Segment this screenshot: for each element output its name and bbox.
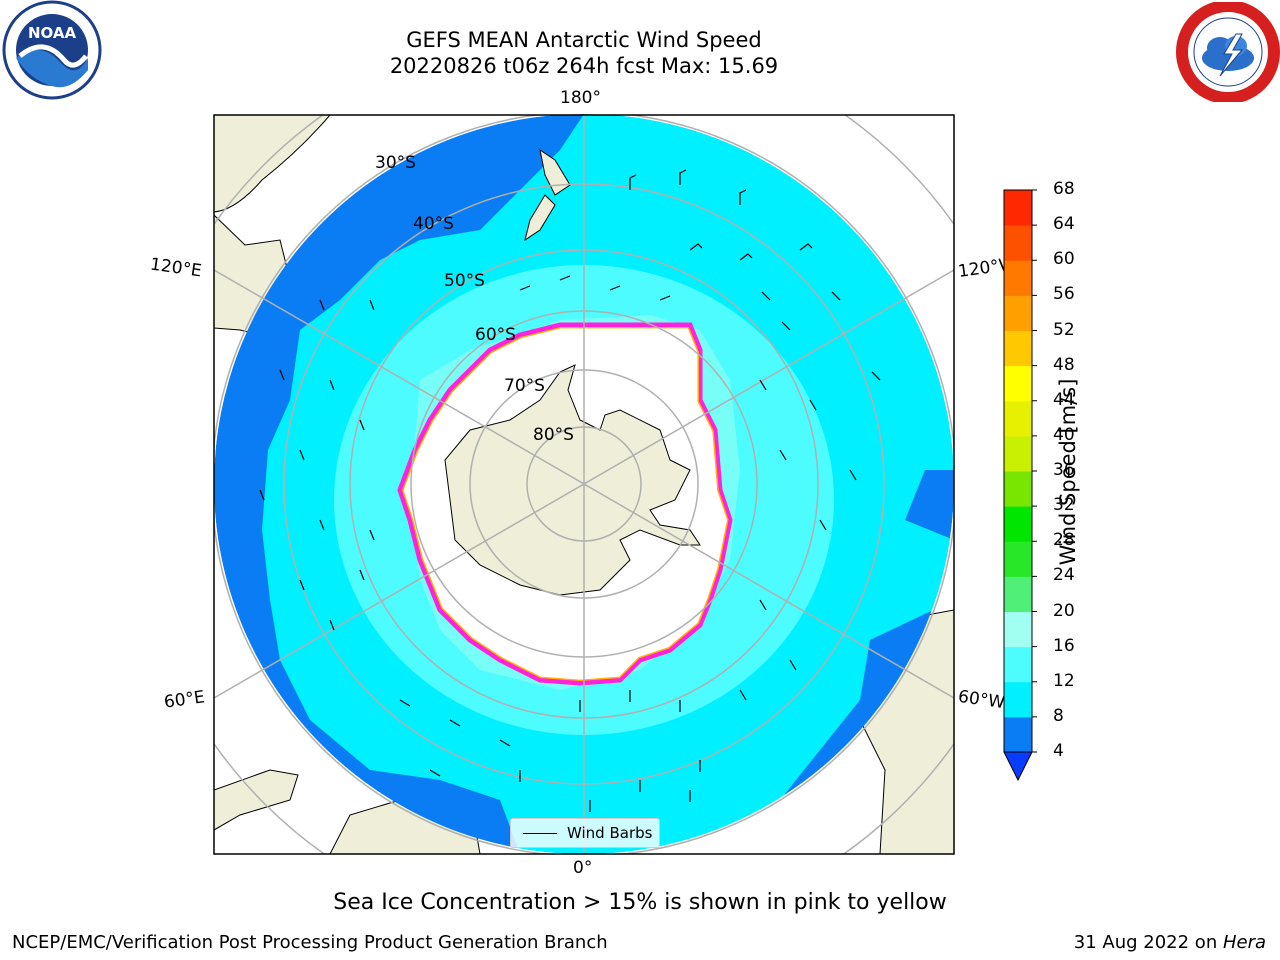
chart-subtitle: 20220826 t06z 264h fcst Max: 15.69	[389, 54, 779, 78]
colorbar-tick-label: 12	[1053, 670, 1075, 691]
noaa-logo: NOAA	[2, 0, 102, 100]
colorbar-tick-label: 8	[1053, 705, 1064, 726]
colorbar-under-triangle	[1003, 751, 1033, 782]
colorbar-tick-label: 44	[1053, 389, 1075, 410]
colorbar-segment	[1004, 541, 1032, 577]
colorbar-tick-label: 60	[1053, 249, 1075, 270]
colorbar-tick-label: 64	[1053, 214, 1075, 235]
lat-label-80s: 80°S	[533, 425, 574, 445]
footer-date-text: 31 Aug 2022 on	[1073, 932, 1223, 953]
colorbar-segment	[1004, 435, 1032, 472]
colorbar-tick-label: 68	[1053, 179, 1075, 199]
colorbar-segment	[1004, 611, 1032, 648]
colorbar-segment	[1004, 716, 1032, 753]
colorbar-segment	[1004, 330, 1032, 367]
colorbar-tick-label: 20	[1053, 600, 1075, 621]
colorbar-segment	[1004, 365, 1032, 402]
colorbar-segment	[1004, 646, 1032, 683]
chart-title: GEFS MEAN Antarctic Wind Speed	[406, 28, 762, 52]
colorbar-segment	[1004, 506, 1032, 542]
colorbar-tick-label: 28	[1053, 530, 1075, 551]
footer-date: 31 Aug 2022 on Hera	[1074, 932, 1266, 953]
lat-label-60s: 60°S	[475, 325, 516, 345]
lat-label-70s: 70°S	[504, 376, 545, 396]
nws-logo	[1176, 2, 1280, 102]
colorbar-tick-label: 36	[1053, 460, 1075, 480]
colorbar	[1003, 189, 1037, 782]
lon-label-0: 0°	[573, 858, 593, 878]
colorbar-segment	[1004, 400, 1032, 437]
wind-barbs	[259, 169, 881, 812]
colorbar-tick-label: 40	[1053, 424, 1075, 445]
colorbar-tick-label: 24	[1053, 565, 1075, 586]
lat-label-40s: 40°S	[413, 214, 454, 234]
footer-branch: NCEP/EMC/Verification Post Processing Pr…	[12, 932, 608, 953]
colorbar-tick-label: 48	[1053, 354, 1075, 375]
lat-label-50s: 50°S	[444, 271, 485, 291]
colorbar-tick-label: 32	[1053, 495, 1075, 516]
colorbar-segment	[1004, 260, 1032, 296]
wind-barb-legend-line	[523, 832, 557, 834]
colorbar-segment	[1004, 471, 1032, 507]
map-legend: Wind Barbs	[510, 818, 660, 848]
colorbar-segment	[1004, 576, 1032, 612]
colorbar-segment	[1004, 225, 1032, 261]
colorbar-segment	[1004, 295, 1032, 331]
colorbar-title: Wind Speed [m/s]	[1056, 378, 1080, 566]
legend-label: Wind Barbs	[567, 824, 653, 842]
colorbar-segment	[1004, 681, 1032, 718]
lat-label-30s: 30°S	[375, 153, 416, 173]
colorbar-tick-label: 16	[1053, 635, 1075, 656]
footer-host: Hera	[1222, 932, 1266, 953]
sea-ice-caption: Sea Ice Concentration > 15% is shown in …	[333, 890, 947, 915]
colorbar-tick-label: 4	[1053, 741, 1064, 761]
longitude-grid	[214, 115, 954, 854]
colorbar-segment	[1004, 190, 1032, 226]
noaa-logo-text: NOAA	[28, 24, 77, 42]
colorbar-tick-label: 52	[1053, 319, 1075, 340]
colorbar-tick-label: 56	[1053, 284, 1075, 305]
lon-label-180: 180°	[560, 88, 601, 108]
map-frame	[213, 114, 955, 855]
